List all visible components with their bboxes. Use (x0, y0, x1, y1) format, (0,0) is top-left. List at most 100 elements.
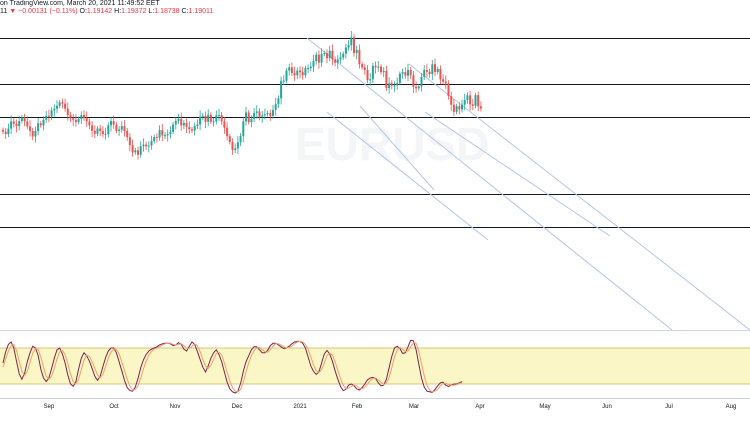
ohlc-legend: 11 ▼ −0.00131 (−0.11%) O:1.19142 H:1.193… (0, 8, 213, 15)
candle-body (293, 72, 296, 76)
candle-body (274, 104, 277, 110)
candle-82 (220, 112, 223, 126)
candle-105 (282, 75, 285, 86)
candle-body (101, 130, 104, 135)
candle-13 (34, 126, 37, 143)
candle-19 (50, 107, 53, 121)
candle-body (409, 69, 412, 76)
high-value: 1.19372 (121, 8, 147, 15)
candle-body (123, 126, 126, 131)
candle-174 (469, 91, 472, 111)
candle-60 (161, 123, 164, 142)
candle-body (263, 114, 266, 116)
candle-body (417, 86, 420, 89)
candle-body (350, 37, 353, 46)
candles (2, 31, 482, 160)
candle-body (396, 82, 399, 86)
candle-body (83, 115, 85, 118)
candle-49 (131, 139, 134, 157)
candle-54 (145, 141, 148, 150)
candle-141 (380, 64, 382, 75)
candle-111 (299, 66, 301, 79)
candle-99 (266, 110, 269, 117)
candle-107 (288, 63, 291, 76)
candle-101 (272, 105, 274, 119)
candle-body (37, 123, 40, 131)
candle-body (428, 71, 431, 75)
candle-body (139, 146, 142, 155)
candle-95 (255, 105, 258, 119)
candle-169 (455, 103, 458, 115)
candle-body (34, 130, 37, 137)
candle-body (431, 64, 434, 75)
candle-129 (347, 40, 350, 51)
candle-body (147, 145, 150, 147)
stoch-series-d (2, 340, 463, 393)
candle-body (99, 128, 102, 131)
candle-21 (56, 100, 58, 113)
candle-body (458, 106, 461, 110)
candle-48 (128, 132, 131, 152)
candle-83 (223, 117, 226, 134)
candle-body (199, 116, 202, 125)
candle-body (280, 80, 283, 99)
candle-33 (88, 118, 91, 130)
candle-20 (53, 104, 56, 117)
candle-body (301, 72, 304, 76)
candle-75 (201, 112, 204, 121)
candle-body (158, 130, 161, 138)
candle-65 (174, 117, 177, 130)
candle-112 (301, 66, 304, 80)
candle-body (363, 67, 366, 70)
descending-channels (306, 37, 750, 331)
candle-66 (177, 113, 180, 124)
channel-line-2 (326, 111, 489, 241)
candle-body (309, 66, 312, 69)
channel-line-4 (424, 111, 611, 237)
candle-body (166, 133, 169, 136)
candle-body (450, 95, 453, 105)
candle-55 (147, 141, 150, 153)
candle-59 (158, 125, 161, 141)
candle-63 (169, 126, 172, 139)
candle-53 (142, 138, 145, 152)
candle-85 (228, 133, 231, 145)
candle-25 (66, 102, 69, 121)
candle-2 (4, 128, 7, 140)
chart-header: on TradingView.com, March 20, 2021 11:49… (0, 0, 160, 7)
candle-5 (12, 118, 15, 128)
candle-96 (258, 108, 261, 121)
candle-34 (91, 121, 94, 138)
candle-135 (363, 63, 366, 75)
candle-76 (204, 111, 207, 129)
candle-body (204, 115, 207, 122)
candle-12 (31, 127, 34, 141)
channel-line-1 (306, 37, 673, 331)
candle-body (145, 144, 148, 147)
open-label: O: (79, 8, 87, 15)
candle-145 (390, 80, 393, 90)
candle-58 (155, 133, 158, 143)
candle-9 (23, 113, 26, 127)
x-tick-label: Apr (475, 404, 484, 410)
candle-body (272, 109, 274, 116)
candle-119 (320, 48, 323, 67)
candle-body (420, 76, 423, 87)
candle-body (390, 83, 393, 86)
candle-104 (280, 76, 283, 105)
candle-body (371, 65, 374, 80)
candle-163 (439, 65, 442, 85)
candle-30 (80, 111, 83, 124)
change-value: −0.00131 (−0.11%) (18, 8, 78, 15)
candle-body (107, 125, 110, 135)
candle-body (191, 129, 193, 131)
candle-body (231, 142, 234, 150)
candle-body (169, 131, 172, 134)
candle-body (74, 119, 77, 123)
channel-line-5 (359, 105, 435, 191)
candle-body (269, 113, 272, 116)
candle-110 (296, 67, 299, 79)
candle-body (288, 67, 291, 71)
candle-27 (72, 113, 75, 126)
